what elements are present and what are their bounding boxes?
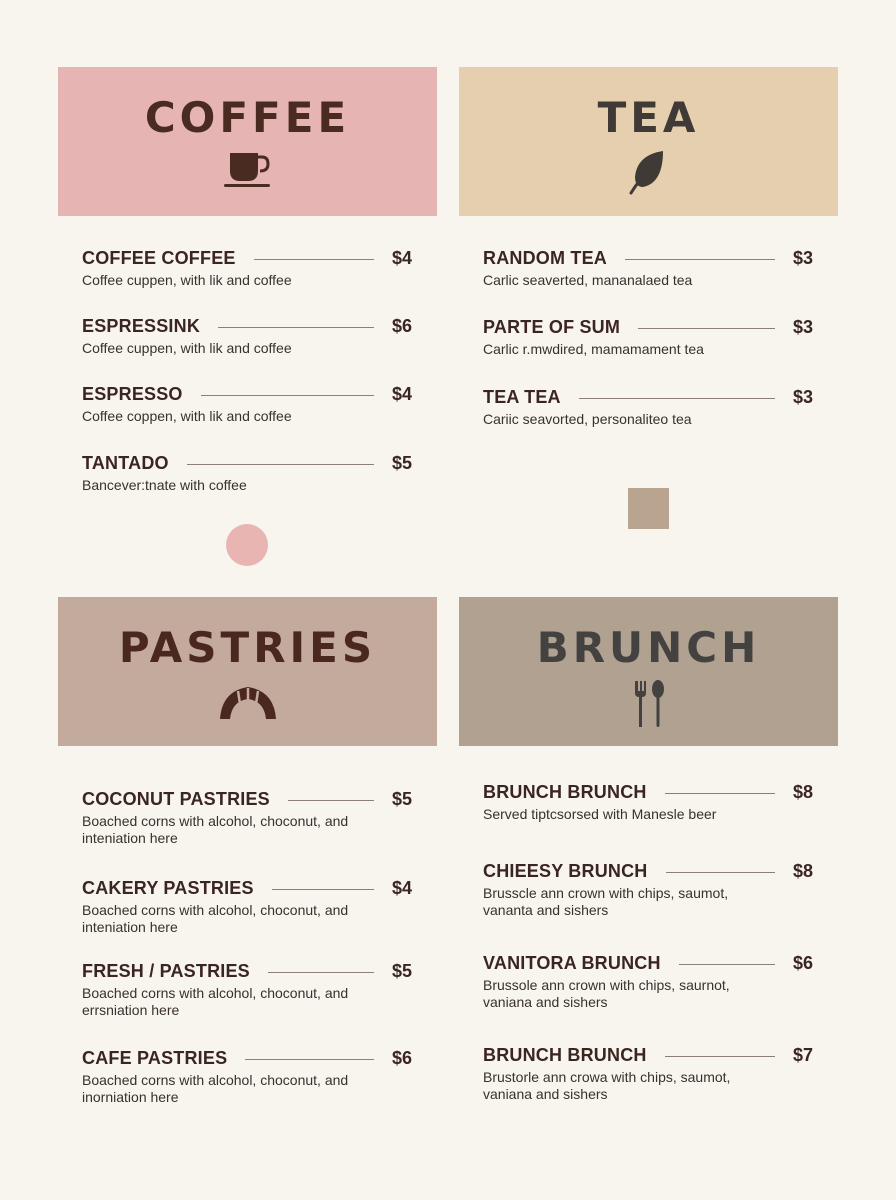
leader-line	[253, 258, 374, 260]
leader-line	[200, 394, 374, 396]
menu-item: COCONUT PASTRIES $5 Boached corns with al…	[82, 788, 412, 847]
item-price: $3	[792, 316, 813, 337]
item-price: $8	[792, 781, 813, 802]
item-price: $4	[391, 383, 412, 404]
item-name: TANTADO	[82, 452, 169, 473]
coffee-header-panel: COFFEE	[58, 67, 437, 216]
item-price: $4	[391, 877, 412, 898]
item-price: $6	[391, 315, 412, 336]
menu-item: ESPRESSINK $6 Coffee cuppen, with lik and…	[82, 315, 412, 357]
item-name: ESPRESSINK	[82, 315, 201, 336]
item-description: Boached corns with alcohol, choconut, an…	[82, 813, 349, 846]
item-description: Boached corns with alcohol, choconut, an…	[82, 985, 349, 1018]
decorative-square	[628, 488, 669, 529]
item-description: Coffee cuppen, with lik and coffee	[82, 340, 292, 356]
leader-line	[678, 963, 775, 965]
item-description: Brustorle ann crowa with chips, saumot, …	[483, 1069, 731, 1102]
item-name: CAFE PASTRIES	[82, 1047, 228, 1068]
leader-line	[287, 799, 374, 801]
leader-line	[665, 871, 775, 873]
leader-line	[664, 1055, 775, 1057]
item-name: PARTE OF SUM	[483, 316, 621, 337]
item-description: Coffee cuppen, with lik and coffee	[82, 272, 292, 288]
brunch-title: BRUNCH	[536, 623, 761, 672]
brunch-header-panel: BRUNCH	[459, 597, 838, 746]
item-name: FRESH / PASTRIES	[82, 960, 250, 981]
menu-item: CAFE PASTRIES $6 Boached corns with alcoh…	[82, 1047, 412, 1106]
item-description: Carlic seaverted, mananalaed tea	[483, 272, 693, 288]
item-name: CAKERY PASTRIES	[82, 877, 254, 898]
item-description: Bancever:tnate with coffee	[82, 477, 247, 493]
item-description: Coffee coppen, with lik and coffee	[82, 408, 292, 424]
item-description: Cariic seavorted, personaliteo tea	[483, 411, 692, 427]
item-price: $5	[391, 960, 412, 981]
coffee-title: COFFEE	[144, 93, 351, 142]
fork-spoon-icon	[634, 680, 664, 727]
menu-item: BRUNCH BRUNCH $8 Served tiptcsorsed with …	[483, 781, 813, 823]
leader-line	[186, 463, 374, 465]
decorative-circle	[226, 524, 268, 566]
menu-item: ESPRESSO $4 Coffee coppen, with lik and c…	[82, 383, 412, 425]
leader-line	[218, 326, 374, 328]
leader-line	[271, 888, 374, 890]
item-price: $6	[391, 1047, 412, 1068]
item-name: COFFEE COFFEE	[82, 247, 236, 268]
menu-item: FRESH / PASTRIES $5 Boached corns with al…	[82, 960, 412, 1019]
menu-item: COFFEE COFFEE $4 Coffee cuppen, with lik …	[82, 247, 412, 289]
tea-header-panel: TEA	[459, 67, 838, 216]
menu-item: BRUNCH BRUNCH $7 Brustorle ann crowa with…	[483, 1044, 813, 1103]
coffee-cup-icon	[223, 153, 270, 187]
item-price: $3	[792, 386, 813, 407]
item-price: $3	[792, 247, 813, 268]
item-name: CHIEESY BRUNCH	[483, 860, 648, 881]
leader-line	[638, 327, 775, 329]
tea-title: TEA	[597, 93, 700, 142]
item-name: RANDOM TEA	[483, 247, 607, 268]
item-description: Served tiptcsorsed with Manesle beer	[483, 806, 717, 822]
pastries-title: PASTRIES	[118, 623, 377, 672]
item-name: BRUNCH BRUNCH	[483, 1044, 647, 1065]
item-description: Brusscle ann crown with chips, saumot, v…	[483, 885, 729, 918]
item-name: TEA TEA	[483, 386, 561, 407]
item-price: $4	[391, 247, 412, 268]
item-description: Boached corns with alcohol, choconut, an…	[82, 902, 349, 935]
item-description: Brussole ann crown with chips, saurnot, …	[483, 977, 730, 1010]
item-price: $5	[391, 452, 412, 473]
item-price: $7	[792, 1044, 813, 1065]
croissant-icon	[219, 687, 276, 719]
menu-item: PARTE OF SUM $3 Carlic r.mwdired, mamamam…	[483, 316, 813, 358]
menu-item: CHIEESY BRUNCH $8 Brusscle ann crown with…	[483, 860, 813, 919]
item-name: ESPRESSO	[82, 383, 183, 404]
leader-line	[664, 792, 775, 794]
leader-line	[578, 397, 775, 399]
item-price: $5	[391, 788, 412, 809]
menu-item: RANDOM TEA $3 Carlic seaverted, mananalae…	[483, 247, 813, 289]
item-description: Boached corns with alcohol, choconut, an…	[82, 1072, 349, 1105]
item-price: $6	[792, 952, 813, 973]
menu-item: CAKERY PASTRIES $4 Boached corns with alc…	[82, 877, 412, 936]
menu-item: TEA TEA $3 Cariic seavorted, personaliteo…	[483, 386, 813, 428]
menu-item: VANITORA BRUNCH $6 Brussole ann crown wit…	[483, 952, 813, 1011]
item-price: $8	[792, 860, 813, 881]
leader-line	[267, 971, 374, 973]
item-name: VANITORA BRUNCH	[483, 952, 661, 973]
pastries-header-panel: PASTRIES	[58, 597, 437, 746]
item-description: Carlic r.mwdired, mamamament tea	[483, 341, 704, 357]
leader-line	[245, 1058, 374, 1060]
leader-line	[625, 258, 775, 260]
leaf-icon	[629, 151, 663, 195]
item-name: COCONUT PASTRIES	[82, 788, 270, 809]
menu-item: TANTADO $5 Bancever:tnate with coffee	[82, 452, 412, 494]
item-name: BRUNCH BRUNCH	[483, 781, 647, 802]
